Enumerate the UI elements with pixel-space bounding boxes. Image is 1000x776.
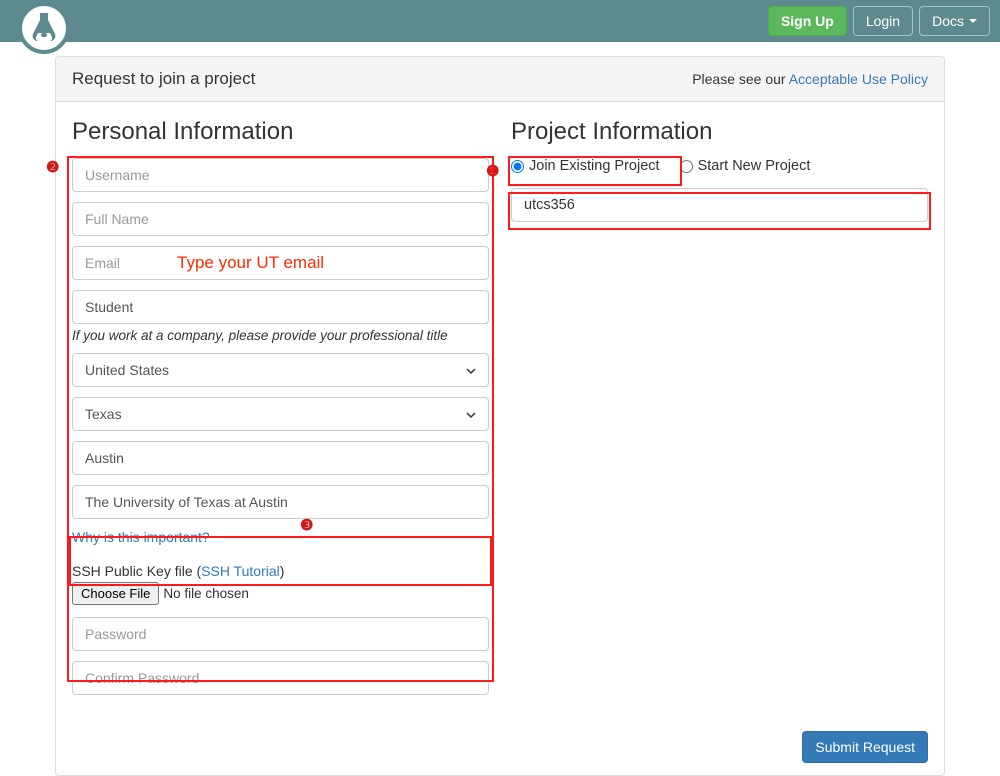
country-select[interactable] xyxy=(72,353,489,387)
join-existing-radio[interactable] xyxy=(511,160,524,173)
login-button[interactable]: Login xyxy=(853,6,913,36)
logo-wrap xyxy=(0,0,70,42)
main-container: Request to join a project Please see our… xyxy=(45,56,955,776)
project-heading: Project Information xyxy=(511,118,928,146)
ssh-label-pre: SSH Public Key file ( xyxy=(72,563,201,579)
docs-label: Docs xyxy=(932,13,964,29)
project-name-input[interactable]: utcs356 xyxy=(511,188,928,222)
panel-header: Request to join a project Please see our… xyxy=(56,57,944,102)
why-important-link[interactable]: Why is this important? xyxy=(72,529,210,545)
join-existing-label: Join Existing Project xyxy=(529,158,660,174)
project-type-row: Join Existing Project Start New Project xyxy=(511,158,928,174)
confirm-password-input[interactable] xyxy=(72,661,489,695)
panel-title: Request to join a project xyxy=(72,69,255,89)
ssh-block: SSH Public Key file (SSH Tutorial) Choos… xyxy=(72,563,489,605)
nav-buttons: Sign Up Login Docs xyxy=(768,6,990,36)
panel-subtitle: Please see our Acceptable Use Policy xyxy=(692,71,928,87)
subtitle-pre: Please see our xyxy=(692,71,789,87)
project-column: Project Information Join Existing Projec… xyxy=(511,118,928,705)
panel-body: Personal Information If you work at a co… xyxy=(56,102,944,721)
signup-button[interactable]: Sign Up xyxy=(768,6,847,36)
docs-button[interactable]: Docs xyxy=(919,6,990,36)
submit-row: Submit Request xyxy=(56,731,944,775)
password-input[interactable] xyxy=(72,617,489,651)
city-input[interactable] xyxy=(72,441,489,475)
ssh-tutorial-link[interactable]: SSH Tutorial xyxy=(201,563,280,579)
annotation-2: ❷ xyxy=(46,158,59,177)
fullname-input[interactable] xyxy=(72,202,489,236)
state-select-wrap xyxy=(72,397,489,441)
state-select[interactable] xyxy=(72,397,489,431)
submit-request-button[interactable]: Submit Request xyxy=(802,731,928,763)
logo[interactable] xyxy=(18,2,70,54)
flask-icon xyxy=(29,11,59,45)
start-new-label: Start New Project xyxy=(698,158,811,174)
choose-file-button[interactable]: Choose File xyxy=(72,582,159,605)
start-new-option[interactable]: Start New Project xyxy=(680,158,811,174)
email-input[interactable] xyxy=(72,246,489,280)
main-panel: Request to join a project Please see our… xyxy=(55,56,945,776)
ssh-label-post: ) xyxy=(280,563,285,579)
personal-heading: Personal Information xyxy=(72,118,489,146)
personal-column: Personal Information If you work at a co… xyxy=(72,118,489,705)
file-row: Choose File No file chosen xyxy=(72,582,489,605)
start-new-radio[interactable] xyxy=(680,160,693,173)
chevron-down-icon xyxy=(969,19,977,23)
acceptable-use-link[interactable]: Acceptable Use Policy xyxy=(789,71,928,87)
username-input[interactable] xyxy=(72,158,489,192)
file-chosen-text: No file chosen xyxy=(163,586,249,601)
title-input[interactable] xyxy=(72,290,489,324)
country-select-wrap xyxy=(72,353,489,397)
institution-input[interactable] xyxy=(72,485,489,519)
top-navbar: Sign Up Login Docs xyxy=(0,0,1000,42)
join-existing-option[interactable]: Join Existing Project xyxy=(511,158,660,174)
title-hint: If you work at a company, please provide… xyxy=(72,328,489,343)
